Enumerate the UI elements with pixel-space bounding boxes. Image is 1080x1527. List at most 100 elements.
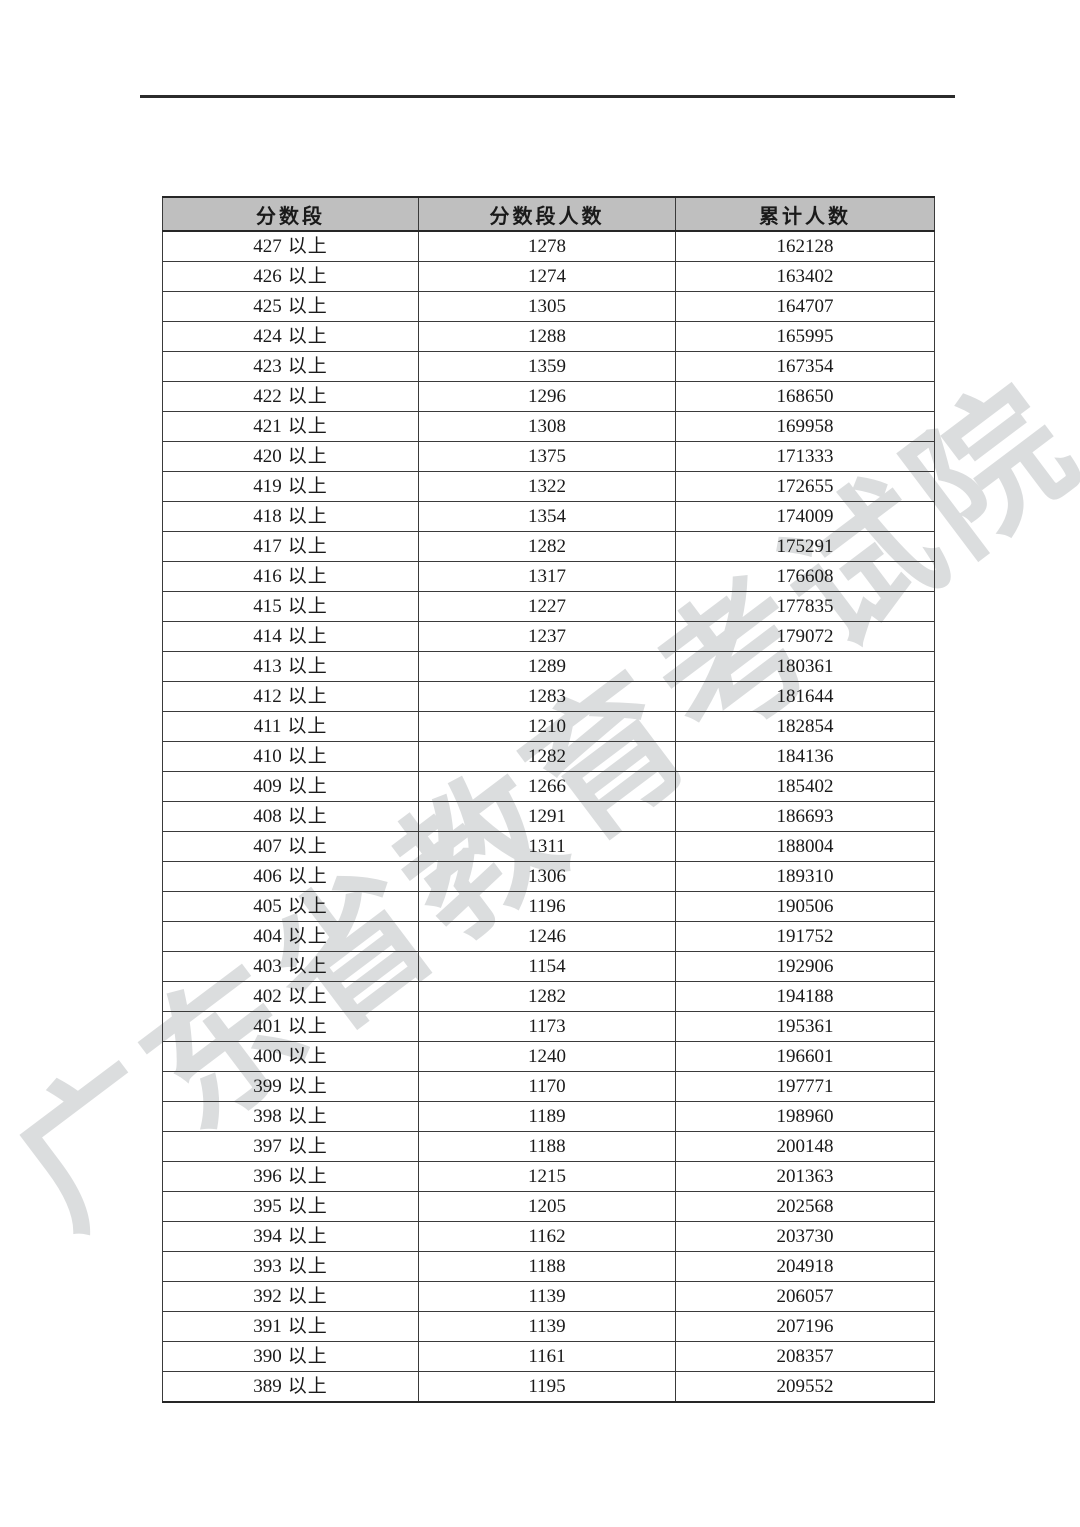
score-band-value: 421 — [253, 416, 282, 437]
cell-cumulative-count: 186693 — [675, 801, 935, 832]
score-distribution-table: 分数段 分数段人数 累计人数 427 以上 1278 162128 426 以上 1274 1… — [162, 196, 935, 1403]
score-band-value: 402 — [253, 986, 282, 1007]
score-band-suffix: 以上 — [287, 656, 328, 677]
cell-band-count: 1317 — [418, 561, 676, 592]
cell-band-count: 1227 — [418, 591, 676, 622]
score-band-value: 395 — [253, 1196, 282, 1217]
cell-cumulative-count: 195361 — [675, 1011, 935, 1042]
cell-score-band: 389 以上 — [162, 1371, 419, 1403]
score-band-value: 409 — [253, 776, 282, 797]
table-row: 426 以上 1274 163402 — [162, 261, 935, 292]
table-row: 422 以上 1296 168650 — [162, 381, 935, 412]
cell-cumulative-count: 185402 — [675, 771, 935, 802]
cell-band-count: 1282 — [418, 741, 676, 772]
cell-score-band: 415 以上 — [162, 591, 419, 622]
table-row: 418 以上 1354 174009 — [162, 501, 935, 532]
score-band-suffix: 以上 — [287, 356, 328, 377]
cell-cumulative-count: 162128 — [675, 230, 935, 262]
score-band-suffix: 以上 — [287, 836, 328, 857]
cell-score-band: 405 以上 — [162, 891, 419, 922]
cell-score-band: 393 以上 — [162, 1251, 419, 1282]
cell-band-count: 1139 — [418, 1281, 676, 1312]
cell-band-count: 1278 — [418, 230, 676, 262]
score-band-suffix: 以上 — [287, 446, 328, 467]
cell-band-count: 1308 — [418, 411, 676, 442]
table-row: 396 以上 1215 201363 — [162, 1161, 935, 1192]
cell-band-count: 1188 — [418, 1131, 676, 1162]
cell-band-count: 1375 — [418, 441, 676, 472]
cell-band-count: 1311 — [418, 831, 676, 862]
score-band-value: 389 — [253, 1376, 282, 1397]
cell-cumulative-count: 165995 — [675, 321, 935, 352]
score-band-value: 425 — [253, 296, 282, 317]
score-band-suffix: 以上 — [287, 296, 328, 317]
score-band-suffix: 以上 — [287, 896, 328, 917]
cell-band-count: 1246 — [418, 921, 676, 952]
score-band-value: 391 — [253, 1316, 282, 1337]
cell-cumulative-count: 198960 — [675, 1101, 935, 1132]
cell-band-count: 1288 — [418, 321, 676, 352]
score-band-suffix: 以上 — [287, 416, 328, 437]
score-band-suffix: 以上 — [287, 926, 328, 947]
score-band-suffix: 以上 — [287, 536, 328, 557]
score-band-value: 407 — [253, 836, 282, 857]
column-header-band-count: 分数段人数 — [418, 196, 676, 232]
score-band-suffix: 以上 — [287, 1106, 328, 1127]
cell-score-band: 398 以上 — [162, 1101, 419, 1132]
cell-cumulative-count: 196601 — [675, 1041, 935, 1072]
score-band-suffix: 以上 — [287, 986, 328, 1007]
cell-band-count: 1173 — [418, 1011, 676, 1042]
cell-cumulative-count: 184136 — [675, 741, 935, 772]
cell-cumulative-count: 206057 — [675, 1281, 935, 1312]
cell-band-count: 1354 — [418, 501, 676, 532]
score-band-value: 400 — [253, 1046, 282, 1067]
table-row: 423 以上 1359 167354 — [162, 351, 935, 382]
score-band-suffix: 以上 — [287, 476, 328, 497]
score-band-value: 393 — [253, 1256, 282, 1277]
table-row: 413 以上 1289 180361 — [162, 651, 935, 682]
score-band-suffix: 以上 — [287, 1076, 328, 1097]
table-row: 400 以上 1240 196601 — [162, 1041, 935, 1072]
cell-band-count: 1266 — [418, 771, 676, 802]
score-band-suffix: 以上 — [287, 1166, 328, 1187]
table-row: 414 以上 1237 179072 — [162, 621, 935, 652]
score-band-suffix: 以上 — [287, 1286, 328, 1307]
cell-score-band: 402 以上 — [162, 981, 419, 1012]
cell-cumulative-count: 177835 — [675, 591, 935, 622]
cell-cumulative-count: 194188 — [675, 981, 935, 1012]
score-band-value: 412 — [253, 686, 282, 707]
score-band-suffix: 以上 — [287, 266, 328, 287]
table-header: 分数段 分数段人数 累计人数 — [162, 196, 935, 232]
cell-cumulative-count: 192906 — [675, 951, 935, 982]
cell-score-band: 408 以上 — [162, 801, 419, 832]
score-band-value: 410 — [253, 746, 282, 767]
cell-cumulative-count: 189310 — [675, 861, 935, 892]
cell-score-band: 403 以上 — [162, 951, 419, 982]
cell-band-count: 1237 — [418, 621, 676, 652]
header-row: 分数段 分数段人数 累计人数 — [162, 196, 935, 232]
cell-cumulative-count: 168650 — [675, 381, 935, 412]
score-band-suffix: 以上 — [287, 716, 328, 737]
table-row: 399 以上 1170 197771 — [162, 1071, 935, 1102]
score-band-value: 403 — [253, 956, 282, 977]
cell-band-count: 1139 — [418, 1311, 676, 1342]
cell-cumulative-count: 174009 — [675, 501, 935, 532]
cell-cumulative-count: 190506 — [675, 891, 935, 922]
cell-band-count: 1283 — [418, 681, 676, 712]
score-band-value: 397 — [253, 1136, 282, 1157]
score-band-suffix: 以上 — [287, 236, 328, 257]
score-band-value: 406 — [253, 866, 282, 887]
score-band-value: 422 — [253, 386, 282, 407]
score-band-suffix: 以上 — [287, 1046, 328, 1067]
cell-band-count: 1196 — [418, 891, 676, 922]
cell-band-count: 1305 — [418, 291, 676, 322]
table-row: 394 以上 1162 203730 — [162, 1221, 935, 1252]
score-band-value: 401 — [253, 1016, 282, 1037]
table-row: 410 以上 1282 184136 — [162, 741, 935, 772]
score-band-suffix: 以上 — [287, 806, 328, 827]
score-band-value: 394 — [253, 1226, 282, 1247]
cell-band-count: 1210 — [418, 711, 676, 742]
table-row: 419 以上 1322 172655 — [162, 471, 935, 502]
score-band-value: 390 — [253, 1346, 282, 1367]
cell-score-band: 399 以上 — [162, 1071, 419, 1102]
